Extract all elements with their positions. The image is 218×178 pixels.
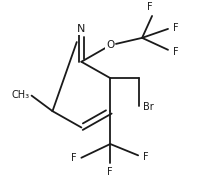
Text: Br: Br: [143, 102, 154, 112]
Text: F: F: [173, 47, 179, 57]
Text: N: N: [77, 24, 85, 34]
Text: F: F: [71, 153, 76, 163]
Text: F: F: [107, 167, 113, 177]
Text: F: F: [143, 152, 149, 162]
Text: F: F: [147, 2, 153, 12]
Text: CH₃: CH₃: [12, 90, 30, 100]
Text: F: F: [173, 23, 179, 33]
Text: O: O: [106, 40, 114, 50]
